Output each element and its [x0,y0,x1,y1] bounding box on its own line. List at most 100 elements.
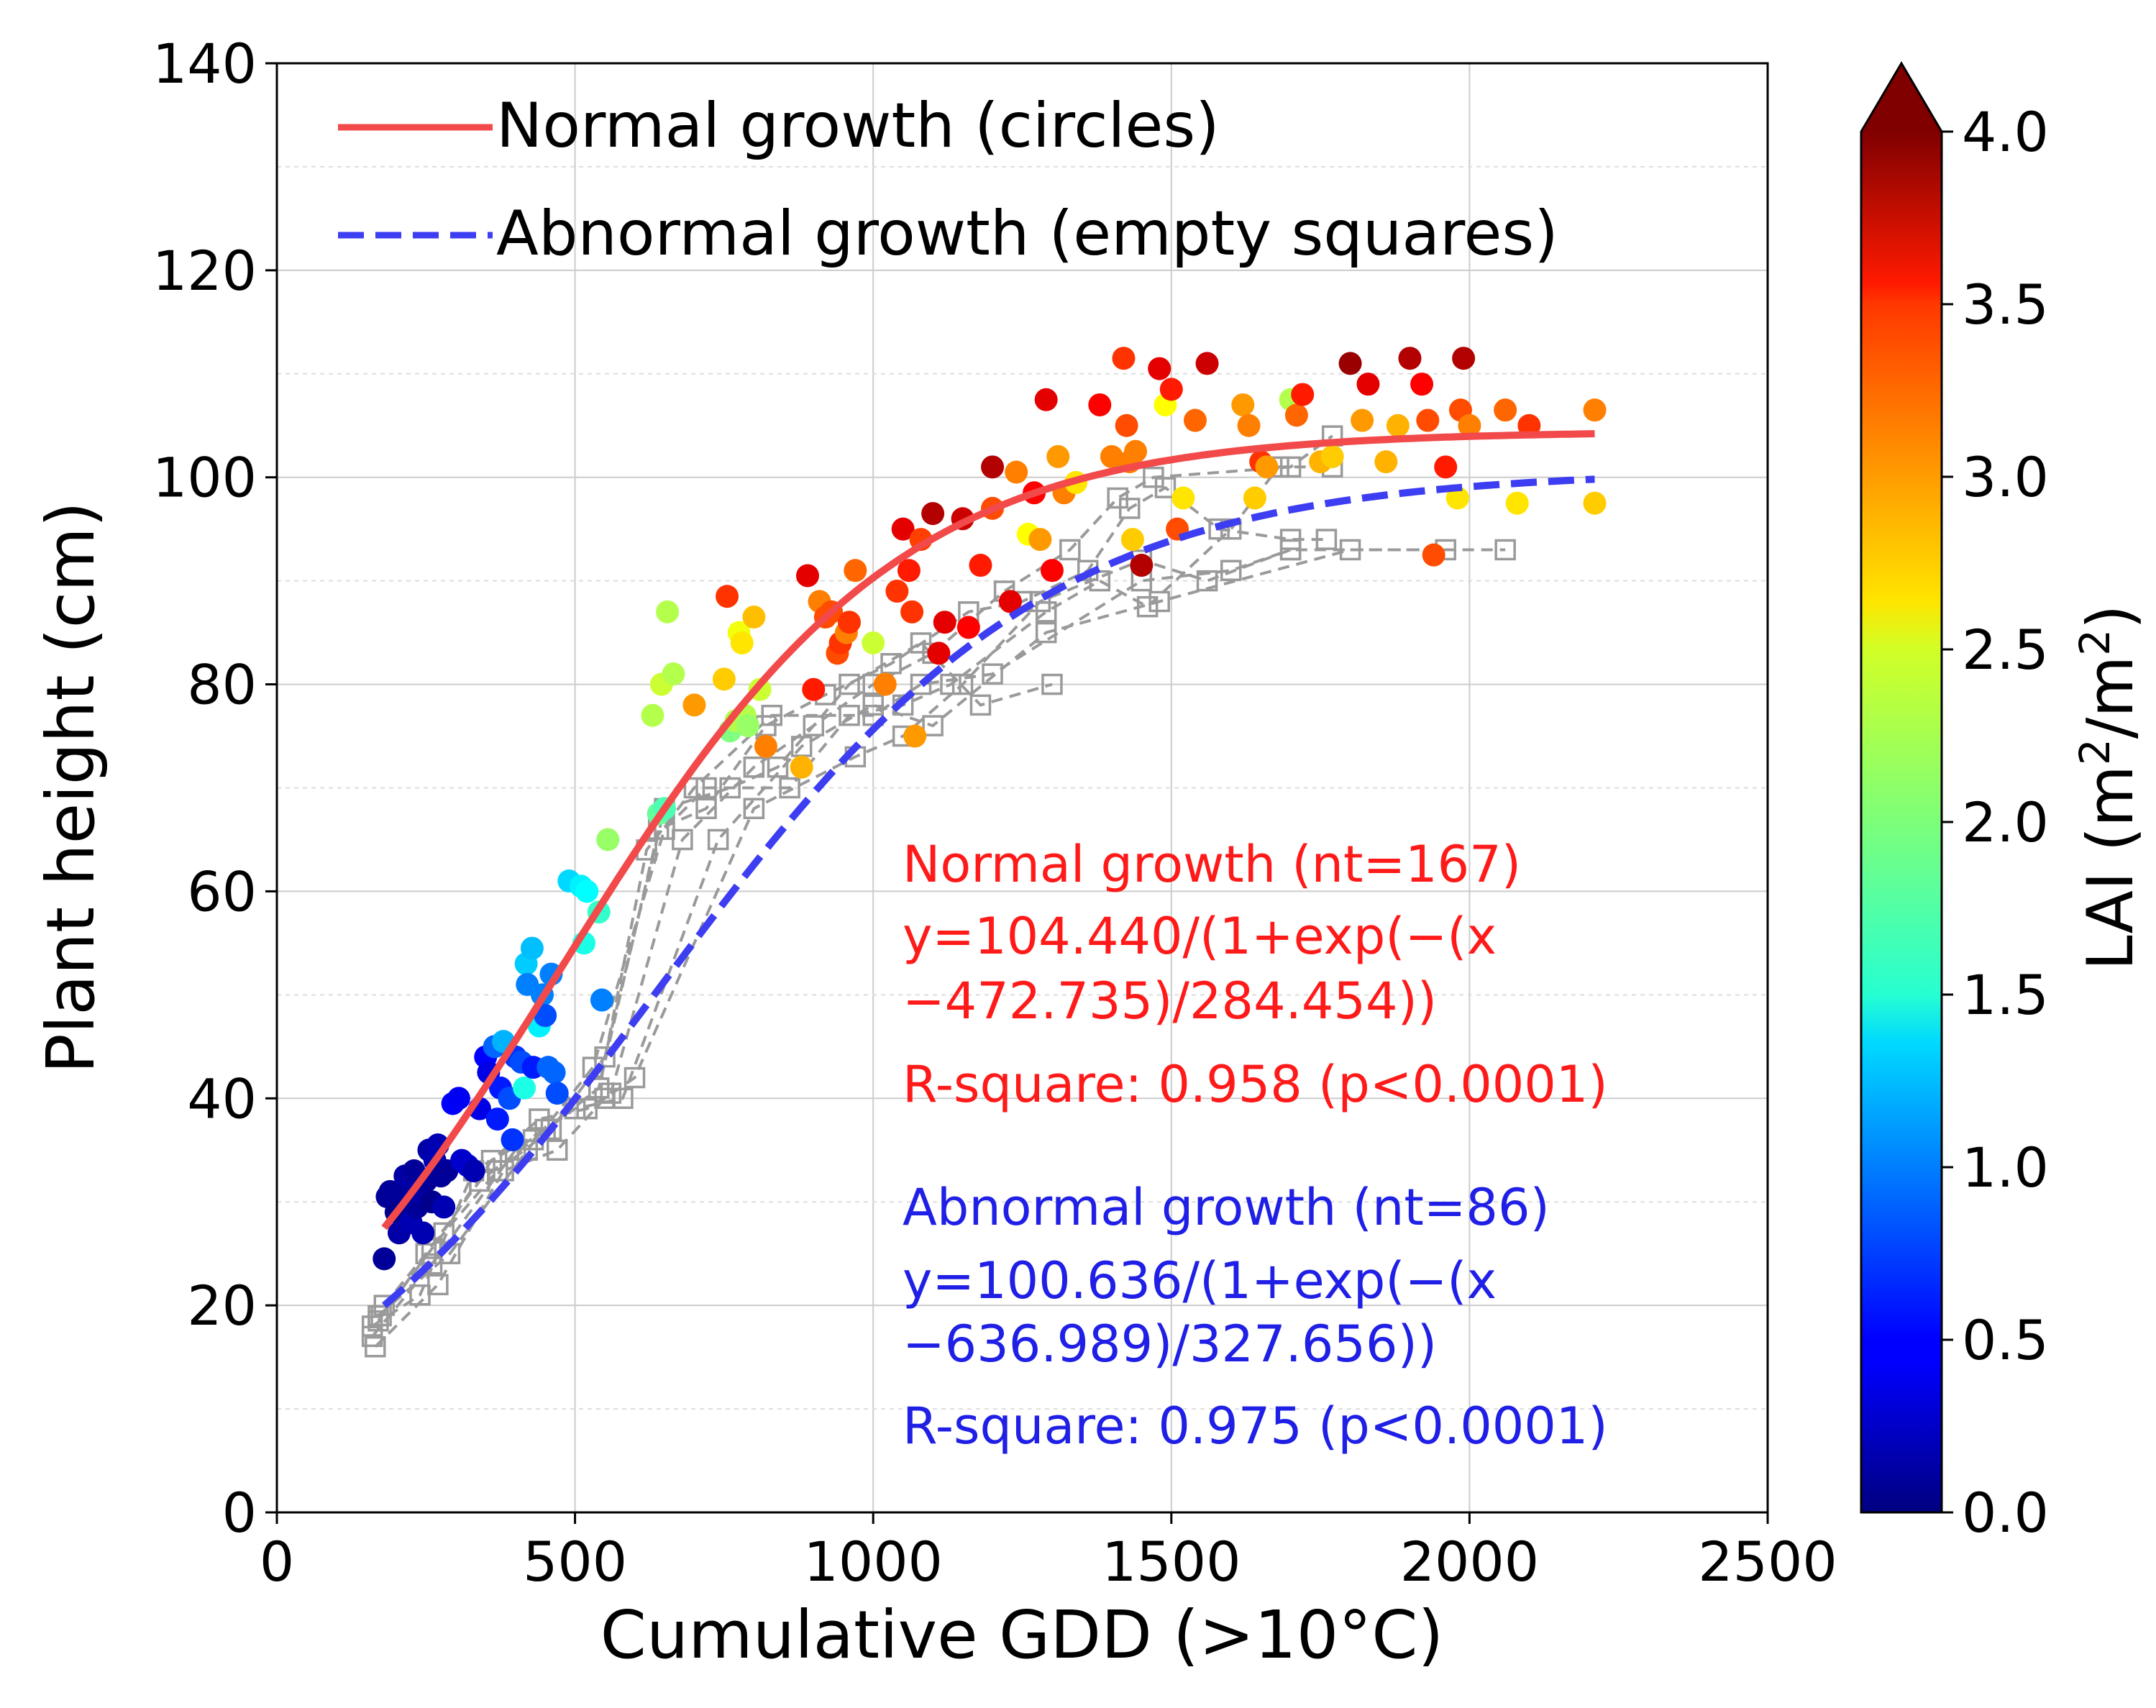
colorbar-tick-label-0: 0.0 [1962,1481,2049,1545]
abnormal-square-4-5 [600,1082,622,1104]
normal-point-144 [1422,543,1445,567]
normal-point-74 [790,755,813,779]
annotation-abnormal-line-1: Abnormal growth (nt=86) [903,1178,1550,1237]
abnormal-square-5-9 [910,632,932,654]
colorbar-tick-label-4: 2.0 [1962,790,2049,854]
annotation-normal-line-2: y=104.440/(1+exp(−(x [903,907,1497,966]
normal-point-111 [1088,393,1112,416]
normal-point-132 [1284,403,1308,427]
normal-point-22 [447,1087,470,1110]
colorbar-tick-label-1: 0.5 [1962,1308,2049,1372]
y-tick-label-1: 20 [187,1274,257,1338]
abnormal-square-5-11 [1041,673,1063,695]
normal-point-118 [1130,554,1154,577]
normal-point-94 [927,641,951,665]
abnormal-square-2-0 [365,1335,386,1358]
abnormal-trajectory-0 [371,548,1292,1328]
y-tick-label-3: 60 [187,859,257,923]
normal-point-139 [1374,450,1398,474]
normal-point-126 [1231,393,1255,416]
y-tick-label-5: 100 [152,446,257,510]
normal-point-142 [1410,373,1434,396]
normal-point-148 [1452,347,1476,370]
normal-point-37 [513,1076,536,1100]
normal-point-56 [641,703,664,727]
normal-point-121 [1159,378,1183,401]
y-tick-label-4: 80 [187,653,257,717]
normal-point-89 [897,559,921,583]
normal-point-98 [969,554,992,577]
normal-point-117 [1124,439,1148,463]
y-tick-label-6: 120 [152,239,257,303]
x-tick-label-2: 1000 [803,1530,942,1594]
normal-point-76 [802,677,826,701]
normal-point-154 [1583,491,1607,515]
normal-point-87 [885,580,909,603]
normal-point-44 [534,1004,557,1028]
abnormal-square-6-6 [695,798,717,820]
normal-point-83 [838,611,862,634]
colorbar-tick-label-3: 1.5 [1962,963,2049,1027]
normal-point-112 [1100,444,1123,468]
abnormal-square-5-4 [594,1046,616,1068]
normal-point-107 [1040,559,1064,583]
normal-point-12 [411,1221,435,1245]
normal-point-130 [1255,455,1279,479]
abnormal-square-2-3 [546,1139,568,1161]
normal-point-127 [1237,414,1261,437]
normal-point-101 [998,590,1022,613]
normal-point-73 [754,734,777,758]
normal-point-86 [873,672,897,696]
colorbar-label-suffix: ) [2073,605,2147,629]
colorbar-gradient [1861,132,1942,1512]
normal-point-93 [921,502,945,526]
normal-point-141 [1398,347,1422,370]
annotation-abnormal-line-4: R-square: 0.975 (p<0.0001) [903,1397,1608,1456]
normal-point-145 [1434,455,1458,479]
abnormal-square-3-6 [779,777,800,799]
normal-point-125 [1195,352,1219,375]
abnormal-square-4-6 [672,828,693,851]
abnormal-square-0-6 [683,777,705,799]
fit-curves [381,430,1595,1309]
normal-point-102 [1005,460,1028,484]
x-tick-label-5: 2500 [1698,1530,1837,1594]
abnormal-square-5-1 [433,1222,455,1244]
abnormal-square-6-17 [1315,529,1338,550]
normal-point-95 [933,611,956,634]
colorbar-outline [1860,61,1943,1514]
grid-lines [276,63,1768,1513]
normal-point-146 [1445,486,1469,510]
fit-curve-normal [381,430,1595,1230]
y-tick-label-0: 0 [222,1481,257,1545]
normal-point-19 [432,1195,456,1219]
colorbar-tick-label-8: 4.0 [1962,100,2049,164]
colorbar-extend-arrow [1861,63,1942,132]
fit-curve-abnormal [382,475,1595,1309]
abnormal-square-5-7 [767,756,789,778]
annotation-normal: Normal growth (nt=167) y=104.440/(1+exp(… [903,835,1608,1114]
colorbar-ticks: 0.0 0.5 1.0 1.5 2.0 2.5 3.0 3.5 4.0 [1942,100,2049,1545]
annotation-abnormal-line-2: y=100.636/(1+exp(−(x [903,1251,1497,1310]
normal-point-60 [656,600,680,624]
abnormal-square-1-9 [1035,621,1057,644]
normal-point-106 [1034,388,1058,411]
abnormal-square-2-1 [427,1274,449,1296]
normal-point-61 [662,662,685,686]
annotation-abnormal-line-3: −636.989)/327.656)) [903,1315,1437,1374]
normal-point-91 [903,724,927,748]
y-axis-label: Plant height (cm) [32,501,109,1074]
abnormal-square-1-8 [922,715,944,736]
abnormal-square-4-8 [803,715,825,736]
normal-point-75 [795,564,819,588]
abnormal-square-6-16 [1279,529,1302,550]
normal-point-114 [1115,414,1138,437]
normal-point-64 [716,585,739,608]
abnormal-trajectory-2 [374,548,1446,1348]
abnormal-square-3-10 [1035,601,1057,623]
colorbar-label-mid: /m [2073,656,2147,739]
axes: 0 500 1000 1500 2000 2500 0 20 40 60 80 100 120 140 [152,32,1837,1594]
abnormal-square-6-9 [880,653,902,675]
legend-label-abnormal: Abnormal growth (empty squares) [496,198,1558,270]
